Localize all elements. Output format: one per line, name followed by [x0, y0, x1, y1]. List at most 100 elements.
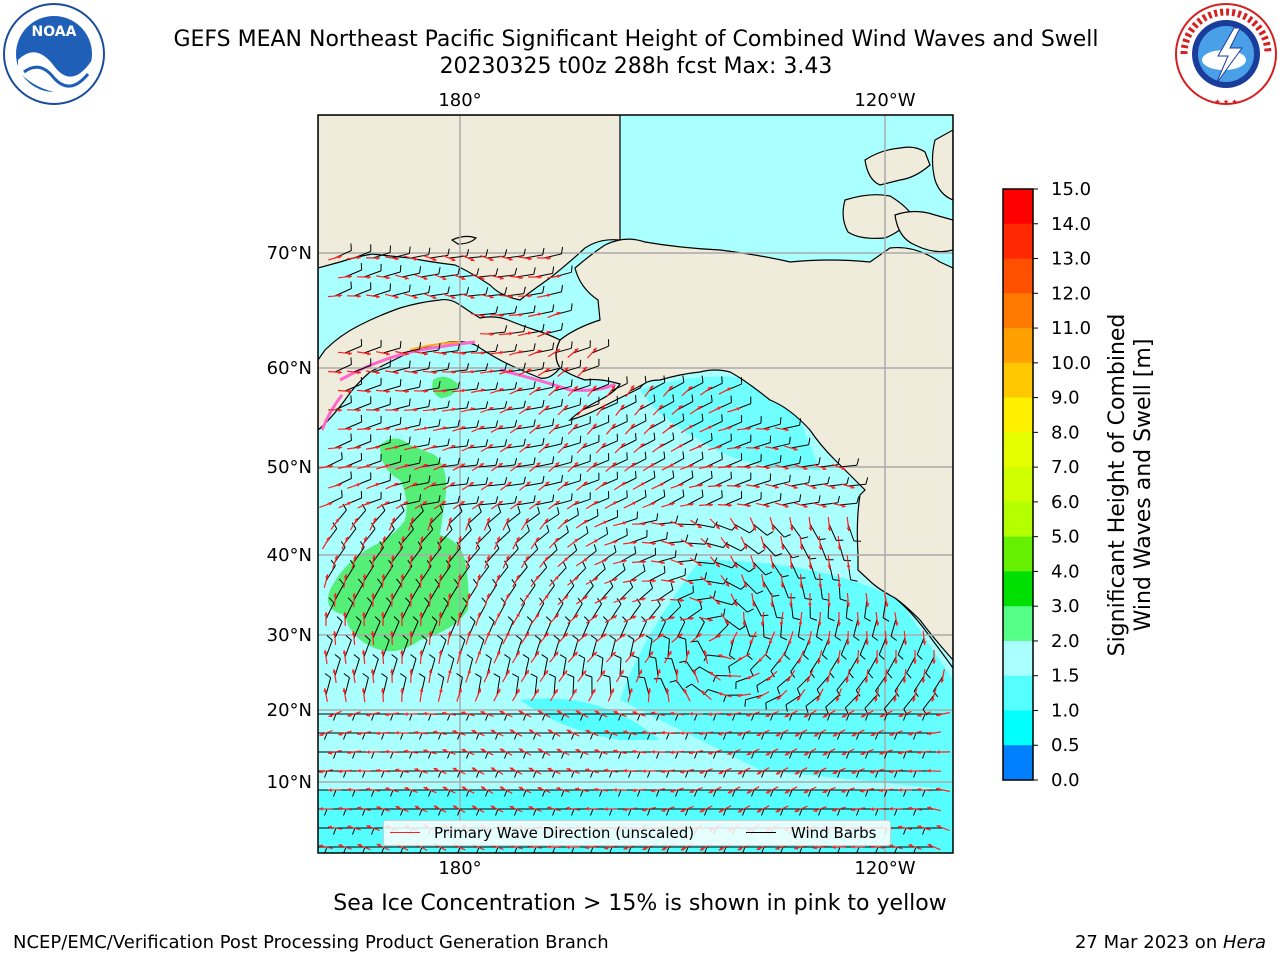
- wave-direction-arrowhead: [319, 769, 323, 774]
- wave-direction-arrowhead: [490, 729, 495, 734]
- wind-barb-flag: [599, 751, 603, 759]
- wave-direction-arrowhead: [428, 631, 433, 635]
- wind-barb-flag: [457, 457, 460, 465]
- wind-barb-flag: [438, 267, 441, 275]
- wave-direction-arrowhead: [528, 729, 533, 733]
- noaa-logo-text: NOAA: [32, 24, 77, 40]
- wave-direction-arrowhead: [737, 846, 742, 851]
- wave-direction-arrowhead: [752, 564, 756, 569]
- wave-direction-arrowhead: [841, 504, 846, 508]
- wave-direction-arrowhead: [613, 788, 617, 792]
- wave-direction-arrowhead: [496, 650, 501, 655]
- wave-direction-arrowhead: [556, 787, 561, 791]
- wave-direction-arrowhead: [936, 712, 940, 717]
- wind-barb-flag: [495, 496, 499, 504]
- wave-direction-arrowhead: [516, 612, 520, 617]
- wave-direction-arrowhead: [404, 501, 409, 505]
- wind-barb-flag: [925, 672, 931, 679]
- sea-ice-edge-yellow: [409, 341, 461, 351]
- wave-direction-arrowhead: [827, 565, 832, 569]
- wave-direction-arrowhead: [338, 408, 342, 412]
- wave-direction-arrowhead: [883, 679, 888, 683]
- wave-direction-arrowhead: [442, 463, 447, 468]
- wind-barb-flag: [545, 616, 552, 622]
- wave-direction-arrowhead: [689, 750, 693, 755]
- wave-direction-arrowhead: [564, 557, 569, 562]
- wind-barb-flag: [466, 477, 470, 485]
- wind-barb-flag: [789, 713, 793, 721]
- wind-barb-flag: [485, 287, 489, 295]
- wind-barb-flag: [682, 451, 685, 459]
- wave-direction-arrowhead: [536, 500, 541, 505]
- wind-barb-flag: [533, 305, 536, 313]
- wind-barb-flag: [476, 496, 480, 504]
- wave-direction-arrowhead: [737, 445, 741, 450]
- wind-barb-flag: [428, 437, 431, 445]
- wind-barb-flag: [837, 732, 841, 740]
- wave-direction-arrowhead: [488, 482, 493, 486]
- wave-direction-arrowhead: [661, 522, 665, 527]
- wave-direction-arrowhead: [574, 348, 579, 353]
- land-arctic-island-1: [864, 146, 931, 186]
- wave-direction-arrowhead: [709, 671, 714, 676]
- wind-barb-flag: [457, 267, 460, 275]
- wave-direction-arrowhead: [537, 710, 542, 714]
- wave-direction-arrowhead: [357, 255, 361, 260]
- wind-barb-shaft: [790, 656, 802, 673]
- wind-barb-flag: [371, 789, 375, 797]
- wind-barb-flag: [713, 751, 717, 759]
- wind-barb-shaft: [825, 694, 840, 708]
- wind-barb-flag: [818, 732, 822, 740]
- wave-direction-arrowhead: [837, 546, 842, 550]
- wind-barb-shaft: [600, 440, 618, 449]
- wind-barb-flag: [784, 654, 791, 660]
- wave-direction-arrowhead: [357, 769, 361, 773]
- wind-barb-flag: [504, 363, 508, 371]
- wave-direction-arrowhead: [611, 423, 616, 428]
- lat-tick-10: 10°N: [267, 772, 312, 793]
- wind-barb-flag: [377, 578, 383, 585]
- wave-direction-arrowhead: [467, 631, 471, 636]
- wind-barb-shaft: [429, 510, 444, 525]
- wave-direction-arrowhead: [363, 536, 367, 541]
- wind-barb-shaft: [743, 618, 751, 637]
- wave-direction-arrowhead: [728, 464, 732, 469]
- wind-barb-shaft: [800, 501, 819, 506]
- wind-barb-flag: [596, 508, 599, 516]
- colorbar-tick-label: 8.0: [1051, 422, 1080, 443]
- wind-barb-flag: [628, 808, 632, 816]
- wave-direction-arrowhead: [749, 640, 754, 645]
- wind-barb-flag: [801, 536, 809, 540]
- wave-direction-arrowhead: [620, 404, 625, 409]
- wind-barb-shaft: [714, 523, 733, 531]
- wave-direction-arrowhead: [477, 574, 481, 579]
- wave-direction-arrowhead: [332, 631, 337, 635]
- wind-barb-shaft: [867, 656, 878, 673]
- wave-direction-arrowhead: [583, 366, 587, 371]
- wind-barb-shaft: [534, 348, 553, 354]
- wave-direction-arrowhead: [612, 462, 617, 467]
- wind-barb-flag: [476, 808, 480, 816]
- wave-direction-arrowhead: [525, 556, 529, 560]
- wave-direction-arrowhead: [737, 484, 741, 489]
- wave-direction-arrowhead: [927, 843, 932, 848]
- wave-direction-arrowhead: [362, 574, 367, 578]
- wave-direction-arrowhead: [787, 677, 791, 682]
- wave-direction-arrowhead: [668, 650, 672, 655]
- wave-direction-arrowhead: [766, 465, 770, 470]
- wave-direction-arrowhead: [323, 688, 328, 692]
- wave-direction-arrowhead: [376, 256, 380, 260]
- wave-direction-arrowhead: [509, 729, 514, 734]
- wave-direction-arrowhead: [594, 749, 599, 753]
- wave-direction-arrowhead: [499, 388, 504, 392]
- wave-direction-arrowhead: [594, 539, 599, 543]
- wave-direction-arrowhead: [813, 733, 818, 737]
- wind-barb-shaft: [543, 253, 562, 259]
- colorbar-swatch: [1003, 189, 1033, 225]
- wind-barb-flag: [844, 707, 849, 715]
- wind-barb-flag: [609, 732, 613, 740]
- wave-direction-arrowhead: [651, 788, 655, 793]
- wind-barb-flag: [827, 713, 831, 721]
- wave-direction-arrowhead: [913, 660, 917, 664]
- wave-direction-arrowhead: [583, 443, 587, 447]
